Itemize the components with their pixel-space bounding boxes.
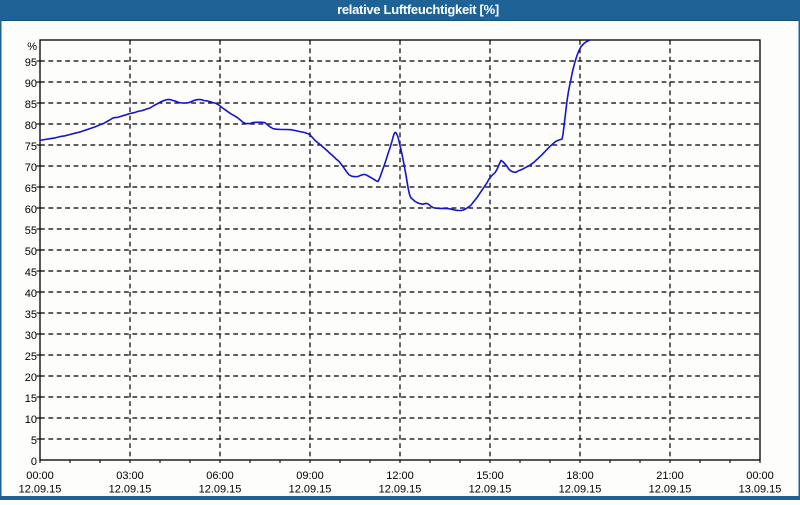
svg-text:35: 35 xyxy=(25,309,37,321)
svg-text:45: 45 xyxy=(25,267,37,279)
svg-text:03:00: 03:00 xyxy=(116,470,144,482)
svg-text:70: 70 xyxy=(25,162,37,174)
svg-text:80: 80 xyxy=(25,120,37,132)
svg-text:12.09.15: 12.09.15 xyxy=(109,484,152,496)
svg-text:25: 25 xyxy=(25,351,37,363)
svg-text:85: 85 xyxy=(25,99,37,111)
svg-text:60: 60 xyxy=(25,204,37,216)
svg-text:10: 10 xyxy=(25,414,37,426)
svg-text:12.09.15: 12.09.15 xyxy=(649,484,692,496)
svg-text:18:00: 18:00 xyxy=(566,470,594,482)
svg-text:%: % xyxy=(27,41,37,53)
svg-text:12.09.15: 12.09.15 xyxy=(469,484,512,496)
svg-text:75: 75 xyxy=(25,141,37,153)
svg-text:21:00: 21:00 xyxy=(656,470,684,482)
svg-text:09:00: 09:00 xyxy=(296,470,324,482)
svg-text:00:00: 00:00 xyxy=(746,470,774,482)
svg-text:95: 95 xyxy=(25,57,37,69)
svg-text:15: 15 xyxy=(25,393,37,405)
svg-text:0: 0 xyxy=(31,456,37,468)
svg-text:06:00: 06:00 xyxy=(206,470,234,482)
svg-text:13.09.15: 13.09.15 xyxy=(739,484,782,496)
svg-text:12.09.15: 12.09.15 xyxy=(19,484,62,496)
svg-text:00:00: 00:00 xyxy=(26,470,54,482)
svg-text:12.09.15: 12.09.15 xyxy=(289,484,332,496)
svg-text:relative Luftfeuchtigkeit [%]: relative Luftfeuchtigkeit [%] xyxy=(337,2,499,17)
svg-text:12.09.15: 12.09.15 xyxy=(379,484,422,496)
svg-text:12.09.15: 12.09.15 xyxy=(559,484,602,496)
svg-text:30: 30 xyxy=(25,330,37,342)
svg-text:12.09.15: 12.09.15 xyxy=(199,484,242,496)
svg-text:5: 5 xyxy=(31,435,37,447)
svg-text:65: 65 xyxy=(25,183,37,195)
svg-text:20: 20 xyxy=(25,372,37,384)
svg-text:50: 50 xyxy=(25,246,37,258)
svg-text:40: 40 xyxy=(25,288,37,300)
svg-text:12:00: 12:00 xyxy=(386,470,414,482)
svg-text:15:00: 15:00 xyxy=(476,470,504,482)
svg-text:90: 90 xyxy=(25,78,37,90)
svg-text:55: 55 xyxy=(25,225,37,237)
